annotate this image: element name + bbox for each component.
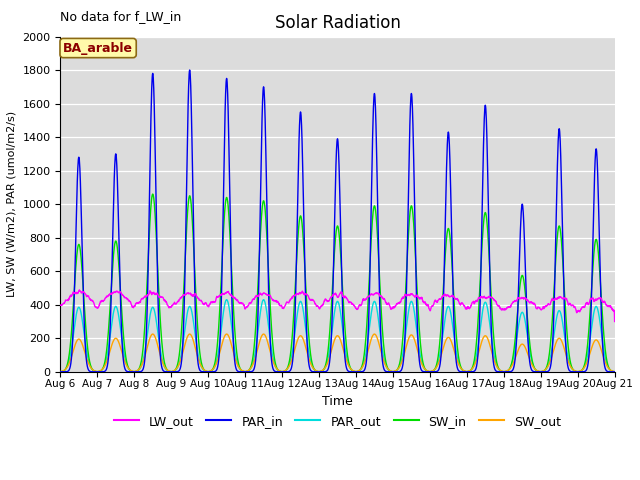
Text: BA_arable: BA_arable	[63, 42, 133, 55]
Legend: LW_out, PAR_in, PAR_out, SW_in, SW_out: LW_out, PAR_in, PAR_out, SW_in, SW_out	[109, 409, 566, 432]
Y-axis label: LW, SW (W/m2), PAR (umol/m2/s): LW, SW (W/m2), PAR (umol/m2/s)	[7, 111, 17, 297]
X-axis label: Time: Time	[322, 395, 353, 408]
Text: No data for f_LW_in: No data for f_LW_in	[60, 10, 182, 23]
Title: Solar Radiation: Solar Radiation	[275, 14, 401, 32]
